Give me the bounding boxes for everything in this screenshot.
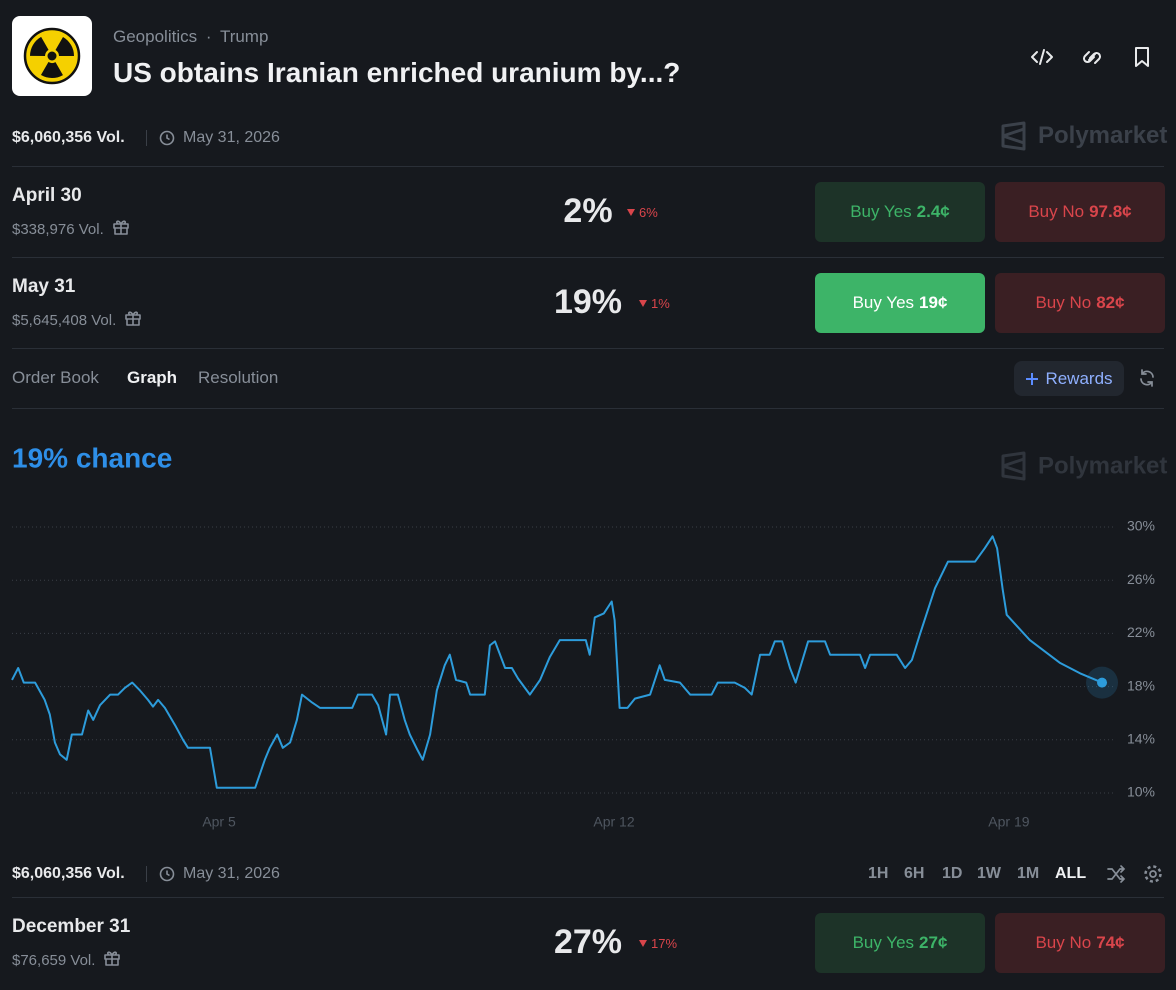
price-line bbox=[11, 535, 1103, 789]
yes-price: 19¢ bbox=[919, 293, 948, 312]
watermark: Polymarket bbox=[1038, 452, 1167, 479]
gift-icon[interactable] bbox=[112, 218, 130, 240]
no-price: 74¢ bbox=[1096, 933, 1125, 952]
x-tick-label: Apr 12 bbox=[593, 814, 634, 830]
gift-icon[interactable] bbox=[103, 949, 121, 971]
brand: Polymarket bbox=[1038, 122, 1168, 149]
x-tick-label: Apr 5 bbox=[202, 814, 236, 830]
market-icon bbox=[12, 16, 92, 96]
volume-text: $76,659 Vol. bbox=[12, 951, 96, 969]
market-change: 17% bbox=[638, 936, 677, 951]
yes-price: 2.4¢ bbox=[916, 202, 950, 221]
buy-yes-button[interactable]: Buy Yes 27¢ bbox=[815, 913, 985, 973]
tab[interactable]: Resolution bbox=[198, 368, 279, 387]
buy-yes-label: Buy Yes bbox=[852, 933, 915, 952]
link-icon[interactable] bbox=[1082, 51, 1102, 64]
buy-yes-label: Buy Yes bbox=[850, 202, 912, 221]
clock-icon bbox=[159, 130, 175, 146]
buy-no-button[interactable]: Buy No 97.8¢ bbox=[995, 182, 1165, 242]
gift-icon[interactable] bbox=[124, 309, 142, 331]
market-chance: 27% bbox=[553, 923, 623, 961]
x-tick-label: Apr 19 bbox=[988, 814, 1029, 830]
chart-title: 19% chance bbox=[12, 442, 172, 473]
category[interactable]: Geopolitics bbox=[113, 27, 198, 46]
buy-yes-label: Buy Yes bbox=[852, 293, 915, 312]
down-arrow bbox=[638, 936, 648, 951]
current-point bbox=[1097, 677, 1108, 688]
change-text: 17% bbox=[651, 936, 678, 951]
buy-no-label: Buy No bbox=[1028, 202, 1085, 221]
y-tick-label: 10% bbox=[1127, 784, 1155, 800]
brand-logo bbox=[1001, 121, 1026, 151]
separator bbox=[12, 348, 1164, 349]
range-option[interactable]: 1D bbox=[942, 865, 963, 882]
separator bbox=[12, 257, 1164, 258]
buy-no-button[interactable]: Buy No 82¢ bbox=[995, 273, 1165, 333]
y-tick-label: 14% bbox=[1127, 731, 1155, 747]
embed-icon[interactable] bbox=[1031, 49, 1053, 65]
watermark-logo bbox=[1001, 451, 1026, 481]
range-option[interactable]: ALL bbox=[1055, 865, 1087, 882]
y-tick-label: 22% bbox=[1127, 624, 1155, 640]
yes-price: 27¢ bbox=[919, 933, 948, 952]
range-option[interactable]: 6H bbox=[904, 865, 925, 882]
bookmark-icon[interactable] bbox=[1135, 47, 1149, 67]
range-option[interactable]: 1H bbox=[868, 865, 889, 882]
clock-icon bbox=[159, 866, 175, 882]
total-volume: $6,060,356 Vol. bbox=[12, 865, 125, 882]
tab-active[interactable]: Graph bbox=[127, 368, 178, 387]
rewards-label: Rewards bbox=[1045, 368, 1113, 388]
y-tick-label: 18% bbox=[1127, 677, 1155, 693]
change-text: 6% bbox=[639, 205, 658, 220]
range-option[interactable]: 1M bbox=[1017, 865, 1040, 882]
divider bbox=[146, 130, 147, 146]
market-date: May 31 bbox=[12, 276, 76, 297]
buy-no-label: Buy No bbox=[1035, 933, 1092, 952]
market-date: December 31 bbox=[12, 916, 131, 937]
y-tick-label: 30% bbox=[1127, 518, 1155, 534]
market-volume: $338,976 Vol. bbox=[12, 218, 130, 240]
volume-text: $5,645,408 Vol. bbox=[12, 311, 117, 329]
price-chart: 19% chance Polymarket 10% 14% 18% 22% 26% 30%… bbox=[11, 442, 1167, 830]
buy-yes-button[interactable]: Buy Yes 2.4¢ bbox=[815, 182, 985, 242]
header-actions bbox=[1031, 47, 1149, 67]
separator bbox=[12, 897, 1164, 898]
buy-no-label: Buy No bbox=[1035, 293, 1092, 312]
divider bbox=[146, 866, 147, 882]
volume-text: $338,976 Vol. bbox=[12, 220, 104, 238]
y-tick-label: 26% bbox=[1127, 571, 1155, 587]
tag[interactable]: Trump bbox=[219, 27, 269, 46]
market-change: 6% bbox=[626, 205, 658, 220]
end-date: May 31, 2026 bbox=[183, 865, 280, 882]
buy-yes-button[interactable]: Buy Yes 19¢ bbox=[815, 273, 985, 333]
rewards-button[interactable]: Rewards bbox=[1014, 361, 1124, 396]
market-title: US obtains Iranian enriched uranium by..… bbox=[113, 57, 681, 88]
market-date: April 30 bbox=[12, 185, 82, 206]
market-chance: 2% bbox=[563, 192, 613, 230]
market-volume: $5,645,408 Vol. bbox=[12, 309, 142, 331]
end-date: May 31, 2026 bbox=[183, 129, 280, 146]
market-chance: 19% bbox=[553, 283, 623, 321]
down-arrow bbox=[638, 296, 648, 311]
no-price: 82¢ bbox=[1096, 293, 1125, 312]
settings-icon[interactable] bbox=[1143, 864, 1163, 884]
total-volume: $6,060,356 Vol. bbox=[12, 129, 125, 146]
down-arrow bbox=[626, 205, 636, 220]
separator bbox=[12, 166, 1164, 167]
shuffle-icon[interactable] bbox=[1106, 864, 1126, 884]
market-change: 1% bbox=[638, 296, 670, 311]
tab[interactable]: Order Book bbox=[12, 368, 99, 387]
separator bbox=[12, 408, 1164, 409]
no-price: 97.8¢ bbox=[1089, 202, 1132, 221]
market-volume: $76,659 Vol. bbox=[12, 949, 121, 971]
buy-no-button[interactable]: Buy No 74¢ bbox=[995, 913, 1165, 973]
range-option[interactable]: 1W bbox=[977, 865, 1001, 882]
change-text: 1% bbox=[651, 296, 670, 311]
breadcrumb: Geopolitics · Trump bbox=[113, 27, 269, 46]
plus-icon bbox=[1026, 372, 1039, 385]
refresh-icon[interactable] bbox=[1138, 369, 1156, 387]
